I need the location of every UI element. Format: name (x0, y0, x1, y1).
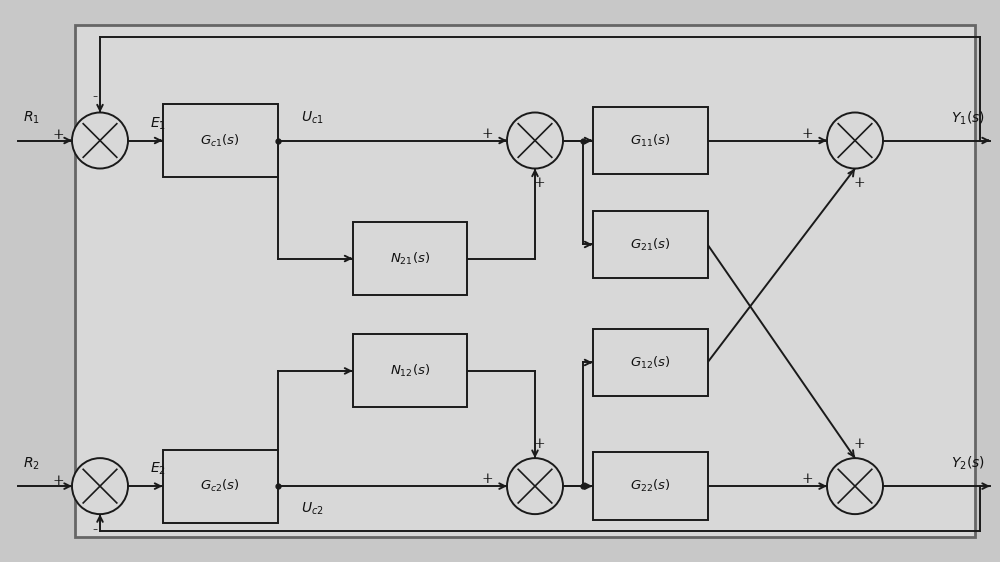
Text: $N_{12}(s)$: $N_{12}(s)$ (390, 363, 430, 379)
Text: +: + (52, 474, 64, 487)
Text: $E_2$: $E_2$ (150, 461, 166, 478)
Text: $G_{c1}(s)$: $G_{c1}(s)$ (200, 133, 240, 148)
Ellipse shape (827, 112, 883, 169)
Text: +: + (481, 473, 493, 486)
Text: +: + (853, 175, 865, 189)
FancyBboxPatch shape (592, 211, 708, 278)
Ellipse shape (72, 112, 128, 169)
Text: +: + (533, 175, 545, 189)
FancyBboxPatch shape (162, 104, 278, 177)
FancyBboxPatch shape (162, 450, 278, 523)
FancyBboxPatch shape (592, 452, 708, 520)
Text: +: + (481, 127, 493, 140)
Text: +: + (801, 473, 813, 486)
Text: +: + (801, 127, 813, 140)
Text: -: - (92, 523, 98, 537)
FancyBboxPatch shape (592, 329, 708, 396)
Text: $R_2$: $R_2$ (23, 455, 40, 472)
Ellipse shape (72, 458, 128, 514)
Text: +: + (52, 128, 64, 142)
FancyBboxPatch shape (352, 222, 467, 295)
FancyBboxPatch shape (75, 25, 975, 537)
FancyBboxPatch shape (592, 107, 708, 174)
FancyBboxPatch shape (352, 334, 467, 407)
Ellipse shape (507, 112, 563, 169)
Text: $G_{11}(s)$: $G_{11}(s)$ (630, 133, 670, 148)
Text: $Y_2(s)$: $Y_2(s)$ (951, 455, 985, 472)
Text: -: - (92, 90, 98, 104)
Text: $G_{c2}(s)$: $G_{c2}(s)$ (200, 478, 240, 494)
Text: $N_{21}(s)$: $N_{21}(s)$ (390, 251, 430, 266)
Text: +: + (853, 437, 865, 451)
Text: $G_{22}(s)$: $G_{22}(s)$ (630, 478, 670, 494)
Text: $U_{c1}$: $U_{c1}$ (301, 110, 324, 126)
Text: $G_{21}(s)$: $G_{21}(s)$ (630, 237, 670, 252)
Text: $R_1$: $R_1$ (23, 110, 40, 126)
Text: +: + (533, 437, 545, 451)
Text: $Y_1(s)$: $Y_1(s)$ (951, 110, 985, 126)
Text: $G_{12}(s)$: $G_{12}(s)$ (630, 355, 670, 370)
Ellipse shape (827, 458, 883, 514)
Text: $U_{c2}$: $U_{c2}$ (301, 500, 324, 517)
Ellipse shape (507, 458, 563, 514)
Text: $E_1$: $E_1$ (150, 115, 166, 132)
